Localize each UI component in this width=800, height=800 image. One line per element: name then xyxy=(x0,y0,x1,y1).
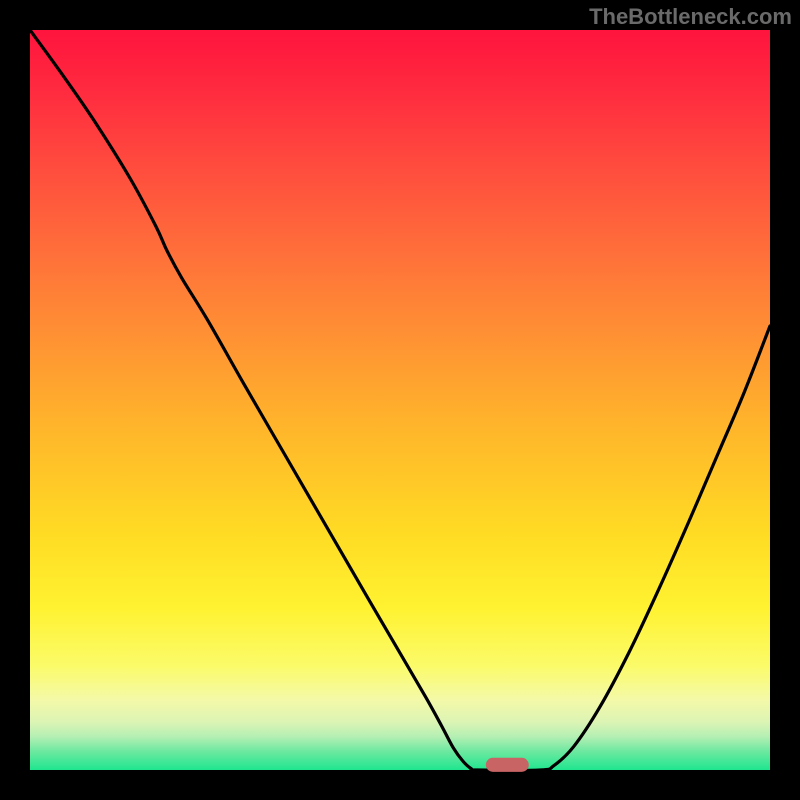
plot-background xyxy=(30,30,770,770)
watermark-text: TheBottleneck.com xyxy=(589,4,792,30)
chart-svg xyxy=(0,0,800,800)
bottleneck-sweet-spot-marker xyxy=(486,758,529,772)
bottleneck-chart: TheBottleneck.com xyxy=(0,0,800,800)
